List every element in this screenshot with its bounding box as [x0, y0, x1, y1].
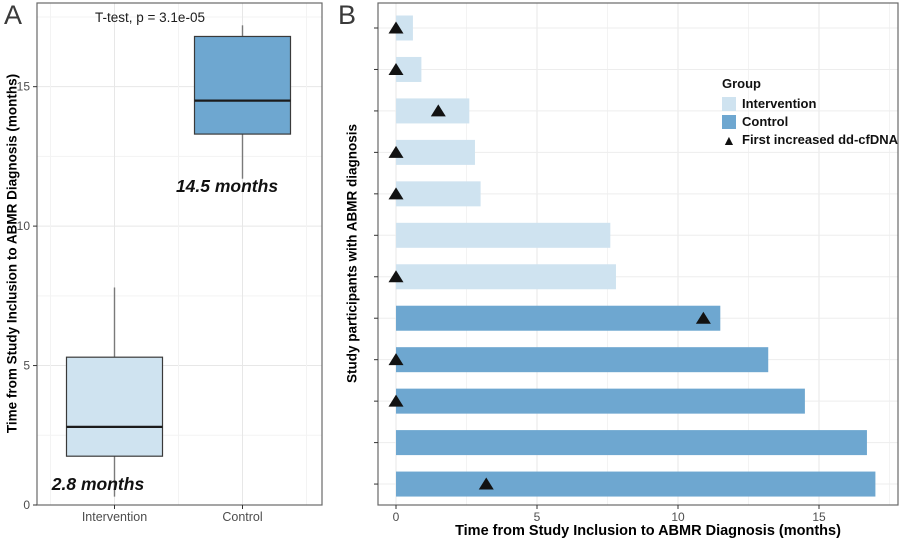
panel-a-label: A [4, 0, 23, 30]
legend-title: Group [722, 76, 761, 91]
category-label: Intervention [82, 510, 147, 524]
ttest-annotation: T-test, p = 3.1e-05 [95, 10, 205, 25]
dd-cfdna-marker-participant-3 [430, 104, 446, 117]
intervention-median-annotation: 2.8 months [51, 474, 145, 494]
y-tick-label: 10 [17, 219, 31, 233]
y-tick-label: 0 [23, 498, 30, 512]
dd-cfdna-marker-participant-8 [695, 311, 711, 324]
dd-cfdna-marker-participant-7 [388, 270, 404, 283]
x-tick-label: 0 [393, 510, 400, 524]
x-tick-label: 5 [534, 510, 541, 524]
panel-b-y-axis-title: Study participants with ABMR diagnosis [344, 123, 360, 384]
bar-participant-7-intervention [396, 264, 616, 290]
bar-participant-6-intervention [396, 222, 611, 248]
x-tick-label: 10 [671, 510, 685, 524]
box-intervention [65, 356, 164, 457]
y-tick-label: 5 [23, 359, 30, 373]
x-tick-label: 15 [812, 510, 826, 524]
box-control [193, 35, 292, 135]
bar-participant-8-control [396, 305, 721, 331]
bar-participant-11-control [396, 430, 867, 456]
panel-b-label: B [338, 0, 357, 30]
panel-a-y-axis-title: Time from Study Inclusion to ABMR Diagno… [4, 73, 20, 434]
legend-label-control: Control [742, 114, 789, 129]
dd-cfdna-marker-participant-2 [388, 62, 404, 75]
legend-label-dd-cfdna: First increased dd-cfDNA [742, 132, 899, 147]
dd-cfdna-marker-participant-4 [388, 145, 404, 158]
dd-cfdna-marker-participant-5 [388, 187, 404, 200]
bar-participant-10-control [396, 388, 805, 414]
bar-participant-3-intervention [396, 98, 470, 124]
legend-label-intervention: Intervention [742, 96, 817, 111]
bar-participant-9-control [396, 347, 769, 373]
dd-cfdna-marker-participant-1 [388, 21, 404, 34]
bar-participant-12-control [396, 471, 876, 497]
control-swatch-icon [722, 114, 736, 129]
panel-b-x-axis-title: Time from Study Inclusion to ABMR Diagno… [455, 523, 841, 539]
category-label: Control [222, 510, 262, 524]
control-median-annotation: 14.5 months [175, 176, 279, 196]
legend: Group Intervention Control ▲ First incre… [722, 76, 898, 150]
panel-a-border [36, 2, 323, 506]
legend-item-dd-cfdna: ▲ First increased dd-cfDNA [722, 132, 898, 147]
bar-participant-4-intervention [396, 139, 475, 165]
bar-participant-1-intervention [396, 15, 413, 41]
legend-item-control: Control [722, 114, 898, 129]
bar-participant-2-intervention [396, 56, 422, 82]
dd-cfdna-marker-participant-10 [388, 394, 404, 407]
triangle-marker-icon: ▲ [722, 131, 736, 148]
legend-item-intervention: Intervention [722, 96, 898, 111]
intervention-swatch-icon [722, 96, 736, 111]
panel-b-border [377, 2, 899, 506]
dd-cfdna-marker-participant-12 [478, 477, 494, 490]
y-tick-label: 15 [17, 80, 31, 94]
dd-cfdna-marker-participant-9 [388, 353, 404, 366]
bar-participant-5-intervention [396, 181, 481, 207]
